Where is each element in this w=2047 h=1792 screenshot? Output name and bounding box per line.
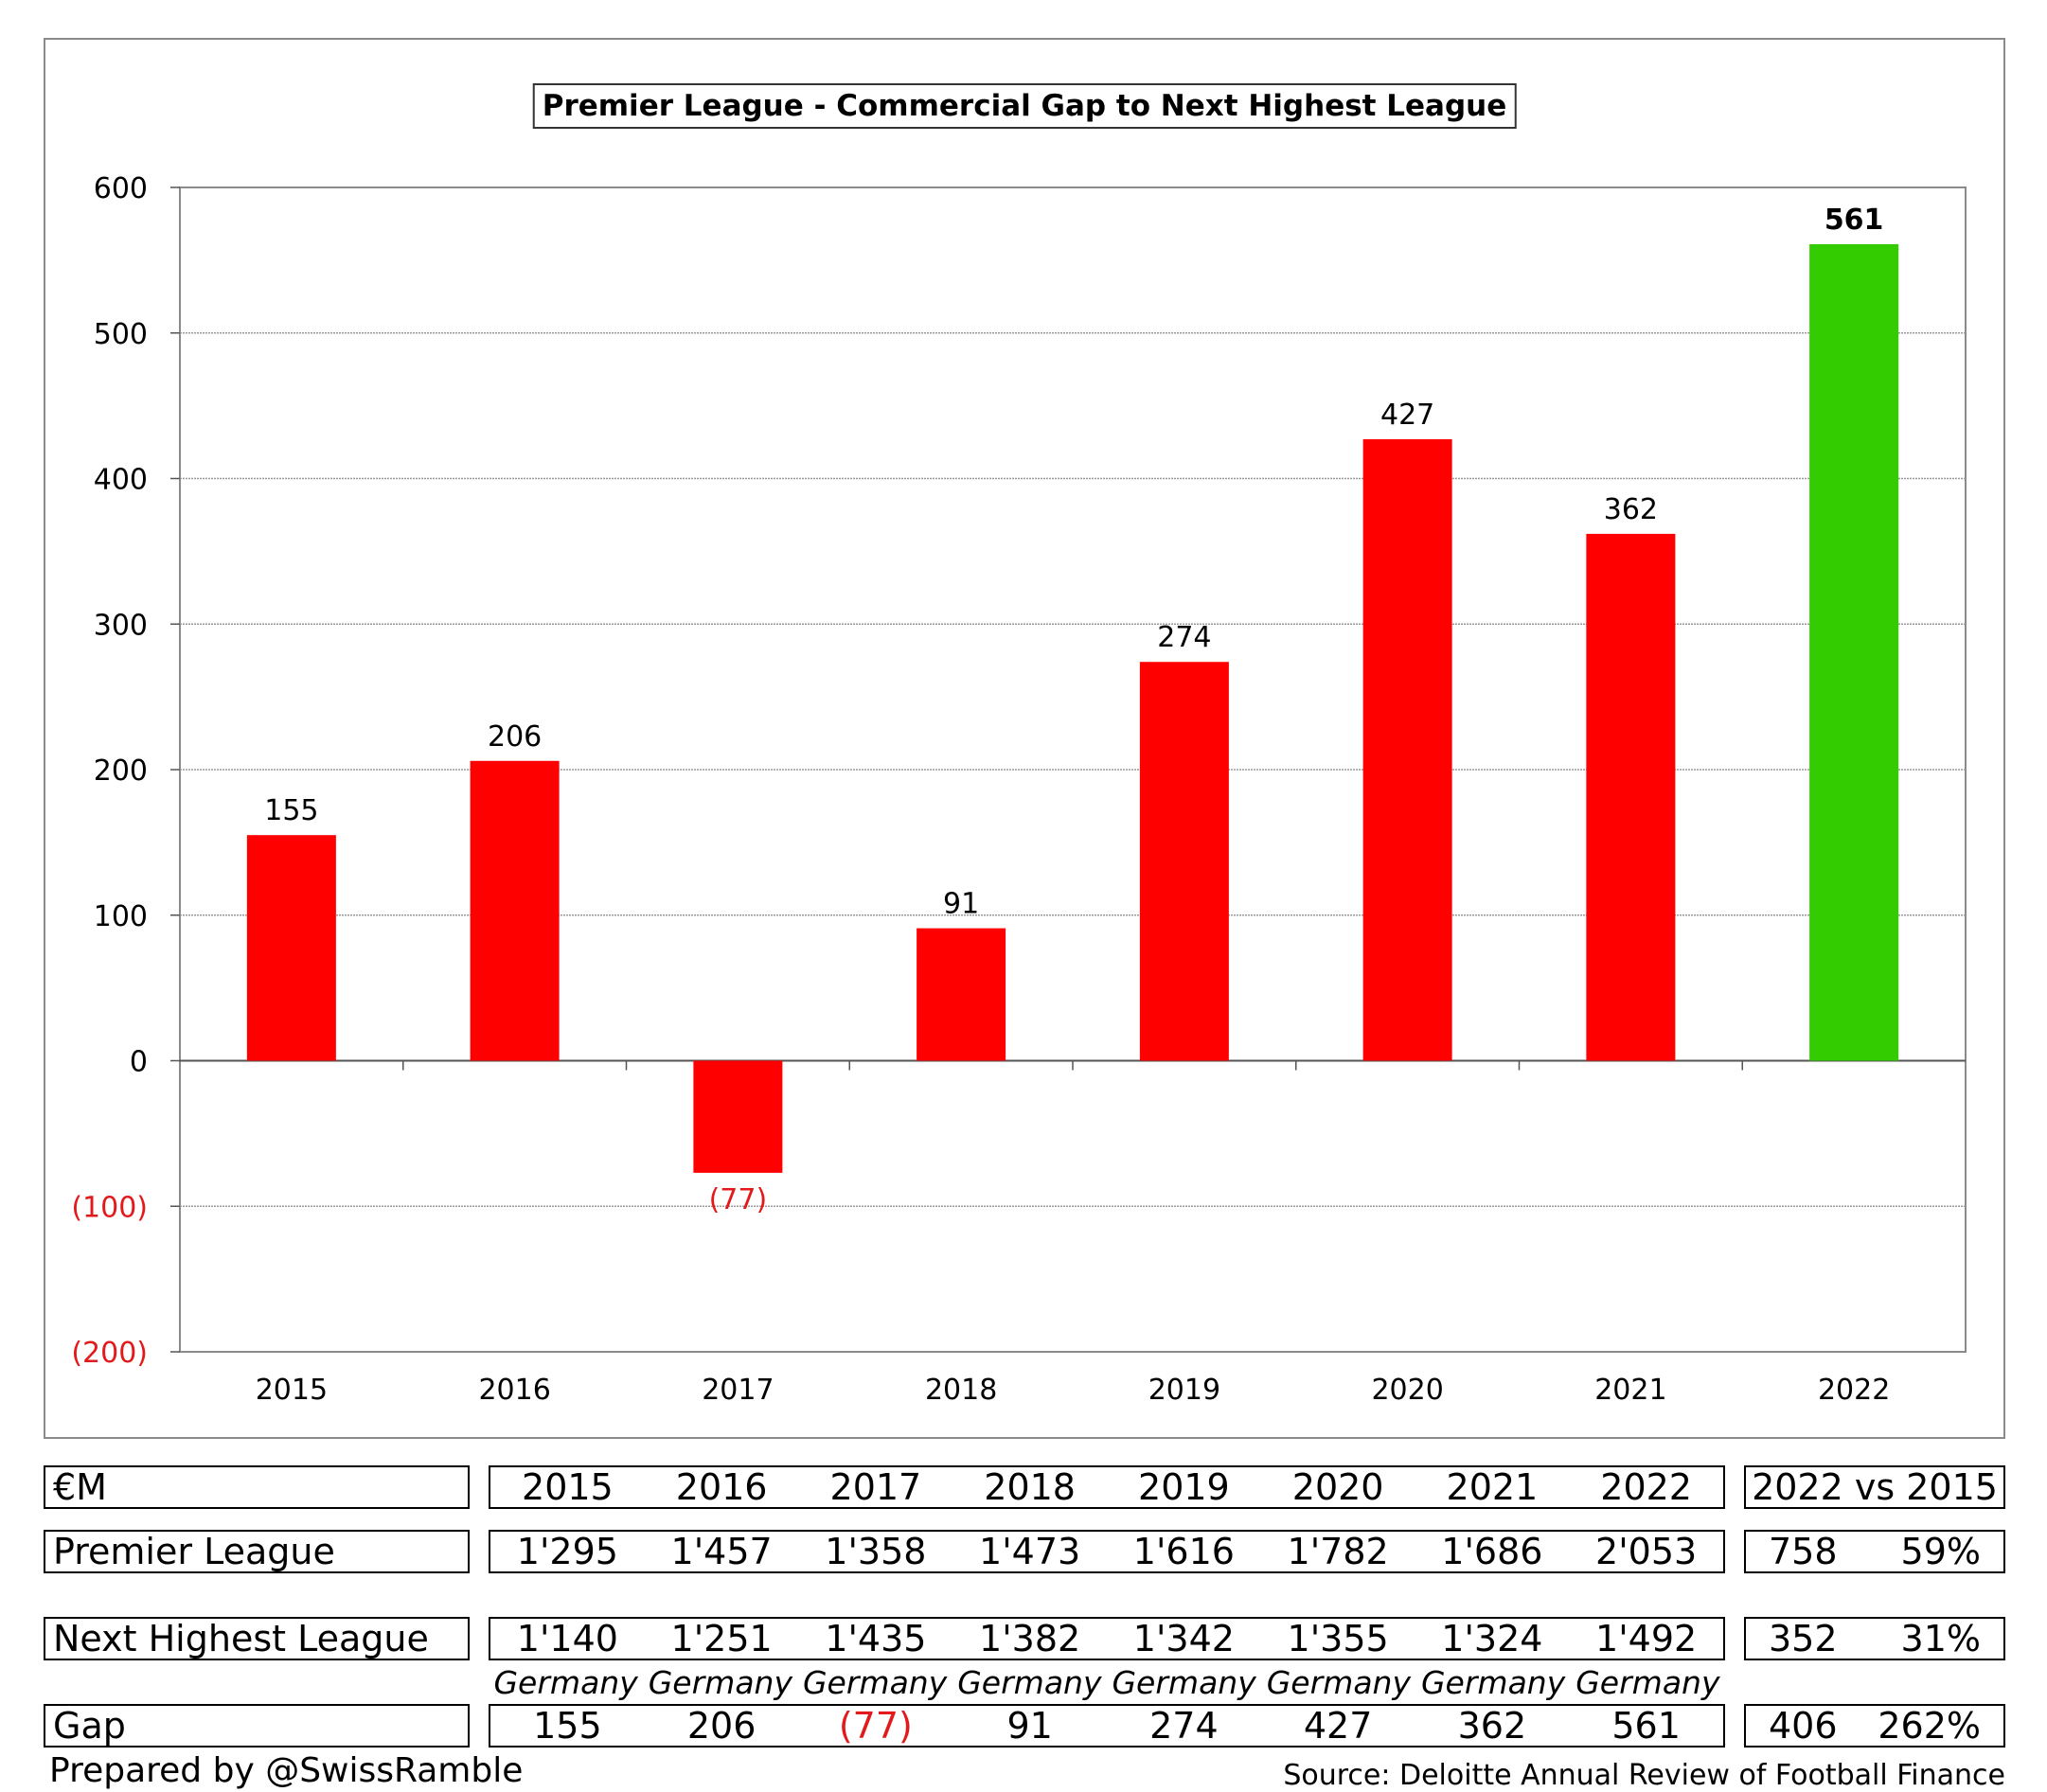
year-header: 2022 [1600,1466,1692,1508]
table-cell: 1'324 [1441,1618,1543,1659]
bar-2016 [470,760,560,1061]
year-header: 2017 [829,1466,922,1508]
data-label: (77) [709,1183,768,1216]
source-note: Source: Deloitte Annual Review of Footba… [1283,1759,2005,1792]
data-label: 91 [943,888,979,921]
prepared-by: Prepared by @SwissRamble [49,1751,524,1790]
row-values-premier-league: 1'295 1'457 1'358 1'473 1'616 1'782 1'686 2'053 [489,1530,1725,1573]
year-header: 2021 [1446,1466,1539,1508]
table-cell: 1'140 [516,1618,618,1659]
table-cell: 1'616 [1132,1531,1235,1572]
table-cell: 2'053 [1595,1531,1698,1572]
x-tick-label: 2016 [478,1374,550,1407]
bar-2017 [693,1060,783,1173]
table-cell: 1'473 [979,1531,1081,1572]
chart-frame: Premier League - Commercial Gap to Next … [44,38,2005,1439]
league-name: Germany [802,1664,948,1701]
table-header-years: 2015 2016 2017 2018 2019 2020 2021 2022 [489,1465,1725,1509]
row-comparison-gap: 406 262% [1744,1704,2005,1748]
row-comparison-premier-league: 758 59% [1744,1530,2005,1573]
year-header: 2016 [675,1466,768,1508]
table-cell: 362 [1457,1705,1527,1747]
table-header-label: €M [44,1465,470,1509]
table-cell: 155 [533,1705,602,1747]
row-comparison-next-highest-league: 352 31% [1744,1617,2005,1660]
league-name: Germany [957,1664,1102,1701]
league-name: Germany [1266,1664,1411,1701]
table-cell: 1'686 [1441,1531,1543,1572]
table-cell: 1'358 [825,1531,927,1572]
bar-2021 [1586,533,1676,1061]
y-tick-label: 500 [94,318,148,351]
data-label: 206 [488,720,542,754]
y-tick-label: (100) [71,1191,148,1224]
table-cell: (77) [838,1705,913,1747]
bar-chart: 600 500 400 300 200 100 0 (100) (200) 155 2015 206 2… [71,172,1967,1407]
x-tick-label: 2020 [1371,1374,1443,1407]
bar-2015 [246,835,336,1061]
y-tick-label: (200) [71,1337,148,1370]
bar-2020 [1362,438,1452,1061]
comparison-label: 2022 vs 2015 [1752,1466,1998,1508]
change-percent: 31% [1900,1618,1981,1659]
change-value: 406 [1769,1705,1838,1747]
table-cell: 91 [1006,1705,1053,1747]
table-cell: 1'295 [516,1531,618,1572]
table-cell: 206 [686,1705,756,1747]
change-percent: 59% [1900,1531,1981,1572]
bar-2019 [1139,662,1229,1061]
league-name: Germany [648,1664,792,1701]
table-cell: 427 [1303,1705,1373,1747]
data-label: 427 [1380,399,1434,432]
row-label-next-highest-league: Next Highest League [44,1617,470,1660]
row-label-premier-league: Premier League [44,1530,470,1573]
table-cell: 1'342 [1132,1618,1235,1659]
year-header: 2020 [1291,1466,1384,1508]
row-values-gap: 155 206 (77) 91 274 427 362 561 [489,1704,1725,1748]
x-tick-label: 2022 [1818,1374,1890,1407]
y-tick-label: 400 [94,464,148,497]
row-values-next-highest-league: 1'140 1'251 1'435 1'382 1'342 1'355 1'324 1'492 [489,1617,1725,1660]
year-header: 2015 [522,1466,614,1508]
x-tick-label: 2021 [1594,1374,1666,1407]
change-value: 758 [1769,1531,1838,1572]
data-label: 155 [264,794,318,827]
league-name: Germany [493,1664,638,1701]
year-header: 2018 [984,1466,1076,1508]
data-label: 362 [1604,493,1658,526]
data-label: 274 [1157,621,1211,654]
table-cell: 1'251 [670,1618,773,1659]
x-tick-label: 2019 [1148,1374,1220,1407]
table-cell: 1'435 [825,1618,927,1659]
chart-title: Premier League - Commercial Gap to Next … [532,83,1517,129]
league-names-row: Germany Germany Germany Germany Germany Germa… [489,1664,1725,1702]
x-tick-label: 2018 [925,1374,997,1407]
table-cell: 561 [1611,1705,1681,1747]
bar-2018 [917,928,1006,1061]
league-name: Germany [1575,1664,1720,1701]
table-cell: 1'382 [979,1618,1081,1659]
table-header-comparison: 2022 vs 2015 [1744,1465,2005,1509]
change-percent: 262% [1878,1705,1981,1747]
y-tick-label: 300 [94,609,148,642]
table-cell: 1'782 [1287,1531,1389,1572]
y-tick-label: 600 [94,172,148,205]
league-name: Germany [1112,1664,1256,1701]
y-tick-label: 200 [94,754,148,788]
table-cell: 1'492 [1595,1618,1698,1659]
year-header: 2019 [1138,1466,1230,1508]
data-label: 561 [1824,204,1884,237]
x-tick-label: 2015 [256,1374,328,1407]
table-cell: 1'355 [1287,1618,1389,1659]
table-cell: 1'457 [670,1531,773,1572]
y-tick-label: 0 [130,1046,148,1079]
change-value: 352 [1769,1618,1838,1659]
x-tick-label: 2017 [702,1374,774,1407]
league-name: Germany [1420,1664,1566,1701]
table-cell: 274 [1149,1705,1219,1747]
y-tick-label: 100 [94,900,148,933]
row-label-gap: Gap [44,1704,470,1748]
bar-2022 [1809,243,1899,1061]
